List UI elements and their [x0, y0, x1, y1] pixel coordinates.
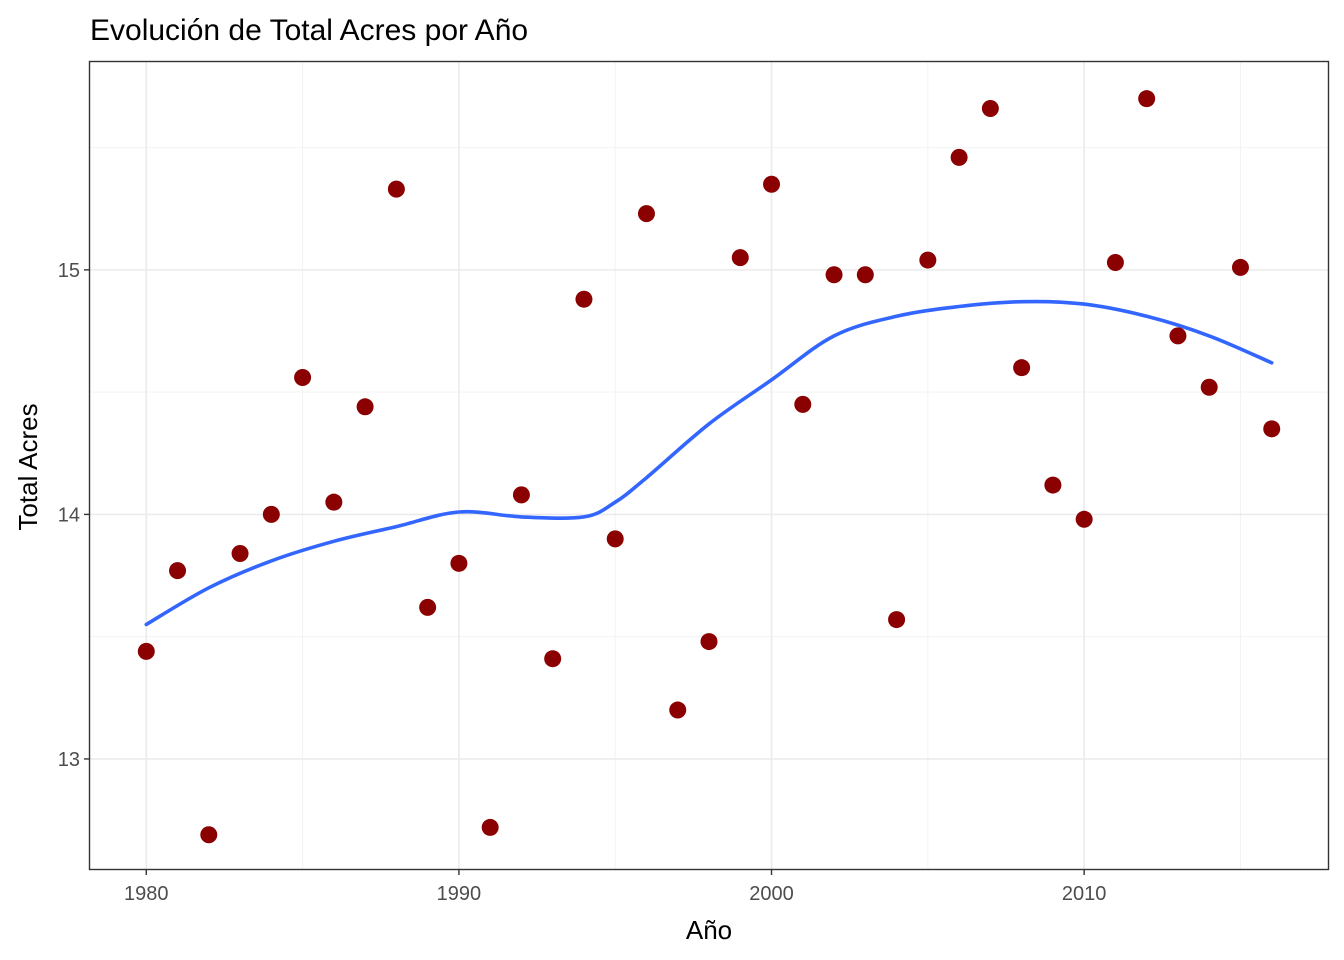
x-tick-label: 2000 — [749, 883, 794, 905]
data-point — [325, 493, 343, 511]
data-point — [763, 175, 781, 193]
x-axis-label: Año — [686, 915, 732, 945]
y-tick-label: 13 — [58, 749, 80, 771]
data-point — [700, 633, 718, 651]
data-point — [637, 205, 655, 223]
data-point — [419, 598, 437, 616]
data-point — [544, 650, 562, 668]
data-point — [481, 818, 499, 836]
data-point — [1075, 510, 1093, 528]
data-point — [888, 611, 906, 629]
smooth-line-layer — [144, 299, 1274, 627]
data-point — [137, 642, 155, 660]
data-point — [731, 249, 749, 267]
points-layer — [137, 90, 1281, 844]
grid — [90, 62, 1328, 869]
data-point — [450, 554, 468, 572]
data-point — [606, 530, 624, 548]
data-point — [1263, 420, 1281, 438]
x-tick-label: 2010 — [1062, 883, 1107, 905]
data-point — [856, 266, 874, 284]
plot-panel-border — [88, 60, 1330, 871]
data-point — [1106, 254, 1124, 272]
y-axis: 13 14 15 — [58, 260, 90, 771]
data-point — [387, 180, 405, 198]
data-point — [1044, 476, 1062, 494]
data-point — [794, 395, 812, 413]
data-point — [1231, 258, 1249, 276]
data-point — [294, 368, 312, 386]
data-point — [356, 398, 374, 416]
data-point — [950, 148, 968, 166]
data-point — [1138, 90, 1156, 108]
y-tick-label: 15 — [58, 260, 80, 282]
x-tick-label: 1990 — [437, 883, 482, 905]
data-point — [669, 701, 687, 719]
data-point — [262, 505, 280, 523]
smooth-trend-line — [144, 299, 1274, 627]
data-point — [169, 562, 187, 580]
data-point — [1169, 327, 1187, 345]
data-point — [919, 251, 937, 269]
data-point — [575, 290, 593, 308]
data-point — [825, 266, 843, 284]
y-tick-label: 14 — [58, 504, 80, 526]
chart-title: Evolución de Total Acres por Año — [90, 14, 528, 47]
data-point — [1013, 359, 1031, 377]
data-point — [1200, 378, 1218, 396]
data-point — [512, 486, 530, 504]
data-point — [200, 826, 218, 844]
y-axis-label: Total Acres — [13, 403, 43, 530]
data-point — [981, 99, 999, 117]
data-point — [231, 545, 249, 563]
x-axis: 1980 1990 2000 2010 — [124, 869, 1106, 905]
x-tick-label: 1980 — [124, 883, 169, 905]
